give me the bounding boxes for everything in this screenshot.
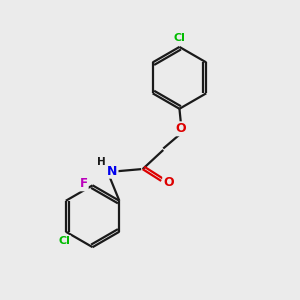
Text: O: O [163,176,174,189]
Text: H: H [97,158,106,167]
Text: O: O [176,122,186,135]
Text: Cl: Cl [173,32,185,43]
Text: Cl: Cl [58,236,70,246]
Text: N: N [107,165,118,178]
Text: F: F [80,177,88,190]
